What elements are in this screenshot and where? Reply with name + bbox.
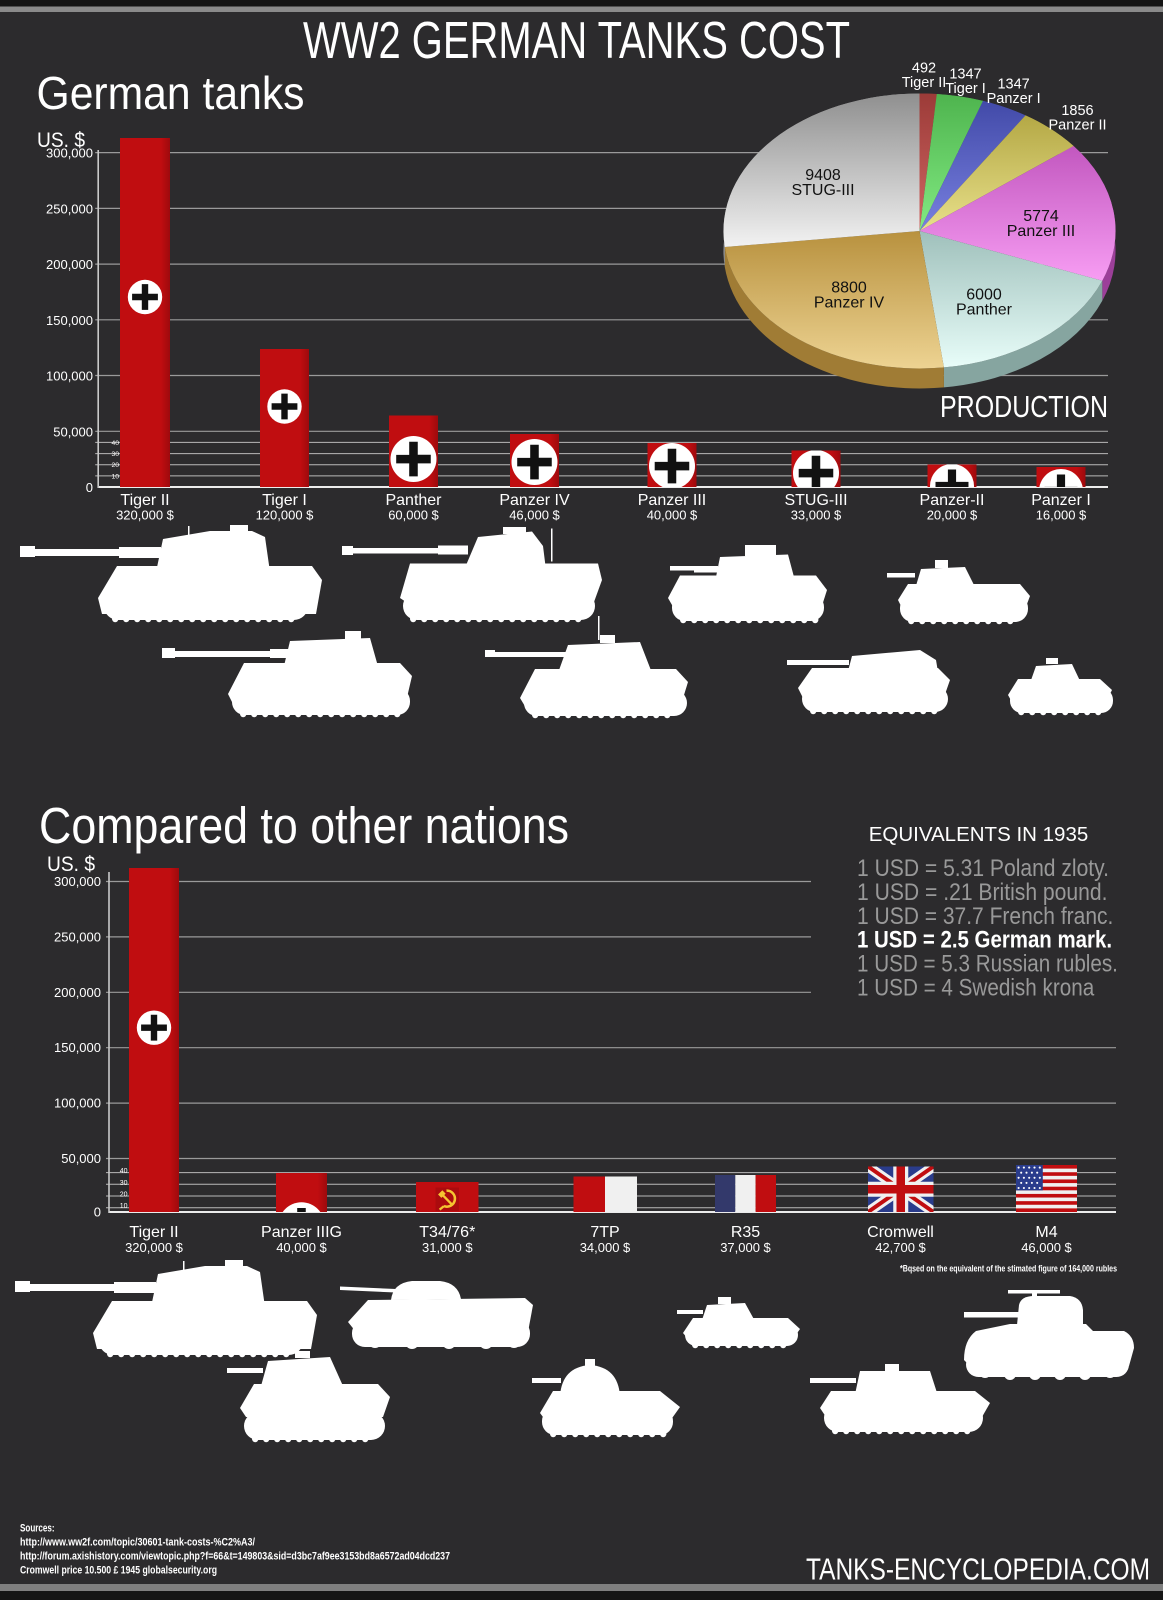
svg-text:1 USD = .21 British pound.: 1 USD = .21 British pound. <box>857 879 1108 906</box>
svg-text:1 USD = 37.7 French franc.: 1 USD = 37.7 French franc. <box>857 903 1113 930</box>
svg-text:1347: 1347 <box>997 77 1029 93</box>
svg-text:Panzer I: Panzer I <box>987 91 1041 107</box>
svg-text:Tiger I: Tiger I <box>945 81 986 97</box>
svg-text:300,000: 300,000 <box>46 146 93 161</box>
svg-text:http://www.ww2f.com/topic/3060: http://www.ww2f.com/topic/30601-tank-cos… <box>20 1537 255 1549</box>
svg-text:6000: 6000 <box>966 287 1002 304</box>
svg-text:250,000: 250,000 <box>46 201 93 216</box>
svg-text:STUG-III: STUG-III <box>791 182 854 199</box>
svg-text:60,000 $: 60,000 $ <box>388 508 439 523</box>
svg-text:WW2 GERMAN TANKS COST: WW2 GERMAN TANKS COST <box>303 11 850 69</box>
svg-text:US. $: US. $ <box>37 128 85 152</box>
svg-text:Tiger II: Tiger II <box>902 75 947 91</box>
svg-text:200,000: 200,000 <box>46 257 93 272</box>
svg-text:50,000: 50,000 <box>53 424 93 439</box>
svg-text:40,000 $: 40,000 $ <box>276 1240 327 1255</box>
svg-text:200,000: 200,000 <box>54 985 101 1000</box>
svg-text:Panzer II: Panzer II <box>1048 118 1106 134</box>
svg-text:30: 30 <box>120 1180 128 1187</box>
svg-text:Sources:: Sources: <box>20 1523 55 1535</box>
svg-text:R35: R35 <box>731 1224 760 1241</box>
svg-text:120,000 $: 120,000 $ <box>256 508 315 523</box>
svg-text:Panther: Panther <box>385 492 442 509</box>
svg-text:30: 30 <box>111 451 119 458</box>
svg-text:10: 10 <box>120 1203 128 1210</box>
svg-text:150,000: 150,000 <box>54 1040 101 1055</box>
svg-text:Panzer III: Panzer III <box>638 492 706 509</box>
svg-text:TANKS-ENCYCLOPEDIA.COM: TANKS-ENCYCLOPEDIA.COM <box>806 1553 1150 1587</box>
svg-text:100,000: 100,000 <box>46 369 93 384</box>
svg-text:50,000: 50,000 <box>61 1151 101 1166</box>
svg-text:40: 40 <box>120 1168 128 1175</box>
svg-text:5774: 5774 <box>1023 208 1059 225</box>
svg-text:Panther: Panther <box>956 302 1013 319</box>
svg-text:T34/76*: T34/76* <box>419 1224 475 1241</box>
svg-text:16,000 $: 16,000 $ <box>1036 508 1087 523</box>
svg-text:*Bqsed on the equivalent of t: *Bqsed on the equivalent of the stimated… <box>900 1264 1117 1274</box>
svg-text:1 USD = 4 Swedish krona: 1 USD = 4 Swedish krona <box>857 975 1095 1002</box>
svg-text:320,000 $: 320,000 $ <box>125 1240 184 1255</box>
svg-text:7TP: 7TP <box>590 1224 619 1241</box>
svg-text:34,000 $: 34,000 $ <box>580 1240 631 1255</box>
svg-text:33,000 $: 33,000 $ <box>791 508 842 523</box>
svg-text:Panzer IIIG: Panzer IIIG <box>261 1224 342 1241</box>
svg-text:250,000: 250,000 <box>54 929 101 944</box>
svg-text:Panzer I: Panzer I <box>1031 492 1091 509</box>
svg-text:STUG-III: STUG-III <box>784 492 847 509</box>
svg-text:Tiger II: Tiger II <box>120 492 169 509</box>
svg-text:Tiger I: Tiger I <box>262 492 307 509</box>
svg-text:Panzer III: Panzer III <box>1007 223 1075 240</box>
svg-text:9408: 9408 <box>805 167 841 184</box>
svg-text:40: 40 <box>111 440 119 447</box>
svg-text:1347: 1347 <box>949 67 981 83</box>
svg-text:8800: 8800 <box>831 280 867 297</box>
svg-text:1856: 1856 <box>1061 103 1093 119</box>
svg-text:10: 10 <box>111 473 119 480</box>
svg-text:20: 20 <box>120 1192 128 1199</box>
svg-text:Panzer IV: Panzer IV <box>814 295 885 312</box>
svg-text:Compared to other nations: Compared to other nations <box>39 797 569 854</box>
svg-text:http://forum.axishistory.com/v: http://forum.axishistory.com/viewtopic.p… <box>20 1551 450 1563</box>
svg-text:492: 492 <box>912 61 936 77</box>
svg-text:1 USD = 5.3 Russian rubles.: 1 USD = 5.3 Russian rubles. <box>857 951 1118 978</box>
svg-text:US. $: US. $ <box>47 852 95 876</box>
svg-text:Cromwell price 10.500 £ 1945 g: Cromwell price 10.500 £ 1945 globalsecur… <box>20 1565 217 1577</box>
svg-text:46,000 $: 46,000 $ <box>1021 1240 1072 1255</box>
svg-text:German tanks: German tanks <box>37 67 305 119</box>
svg-text:31,000 $: 31,000 $ <box>422 1240 473 1255</box>
svg-text:Panzer IV: Panzer IV <box>499 492 570 509</box>
svg-text:1 USD = 5.31 Poland zloty.: 1 USD = 5.31 Poland zloty. <box>857 855 1109 882</box>
svg-text:1 USD = 2.5 German mark.: 1 USD = 2.5 German mark. <box>857 927 1112 954</box>
svg-text:100,000: 100,000 <box>54 1096 101 1111</box>
svg-text:37,000 $: 37,000 $ <box>720 1240 771 1255</box>
svg-text:Cromwell: Cromwell <box>867 1224 934 1241</box>
svg-text:46,000 $: 46,000 $ <box>509 508 560 523</box>
svg-text:EQUIVALENTS IN 1935: EQUIVALENTS IN 1935 <box>869 823 1089 846</box>
svg-text:M4: M4 <box>1035 1224 1057 1241</box>
svg-text:Tiger II: Tiger II <box>129 1224 178 1241</box>
svg-text:0: 0 <box>86 480 93 495</box>
svg-text:20: 20 <box>111 462 119 469</box>
svg-text:320,000 $: 320,000 $ <box>116 508 175 523</box>
svg-text:Panzer-II: Panzer-II <box>920 492 985 509</box>
svg-text:PRODUCTION: PRODUCTION <box>940 390 1108 424</box>
svg-text:40,000 $: 40,000 $ <box>647 508 698 523</box>
svg-text:150,000: 150,000 <box>46 313 93 328</box>
svg-text:300,000: 300,000 <box>54 874 101 889</box>
svg-text:42,700 $: 42,700 $ <box>875 1240 926 1255</box>
svg-text:20,000 $: 20,000 $ <box>927 508 978 523</box>
svg-text:0: 0 <box>94 1205 101 1220</box>
